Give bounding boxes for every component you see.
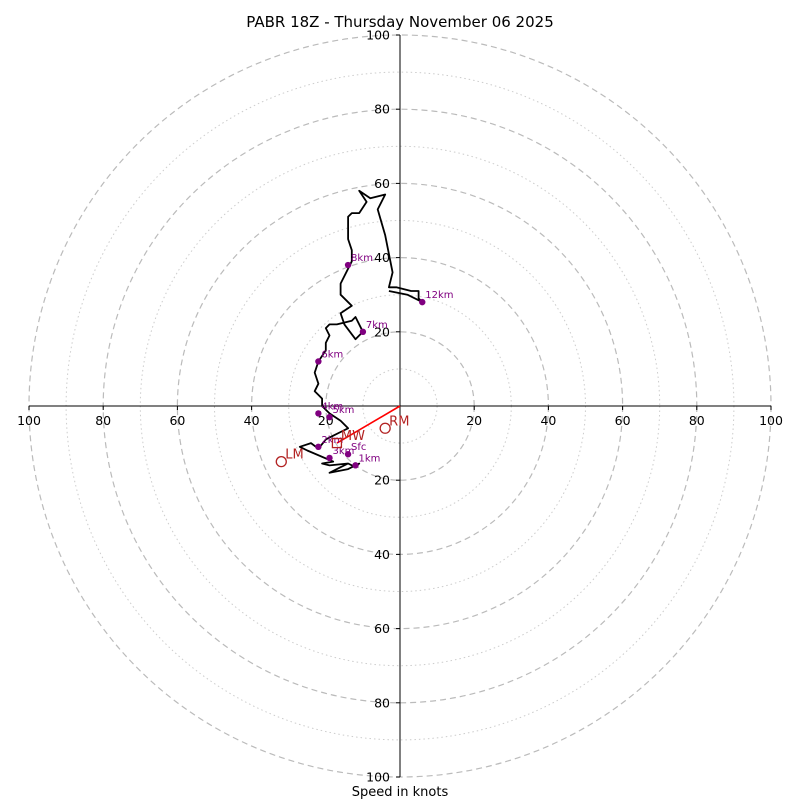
height-marker-label: 7km	[366, 320, 388, 331]
height-marker-label: 6km	[321, 349, 343, 360]
storm-motion-marker	[379, 422, 391, 434]
mean-wind-marker	[331, 437, 343, 449]
height-marker-label: 4km	[321, 401, 343, 412]
x-tick-label: 100	[17, 413, 41, 428]
height-marker-dot	[326, 413, 333, 421]
chart-title: PABR 18Z - Thursday November 06 2025	[246, 13, 554, 31]
height-marker-dot	[419, 298, 426, 306]
y-tick-label: 40	[374, 547, 390, 562]
y-tick-label: 60	[374, 621, 390, 636]
tick-labels: 100 80 60 40 20 20 40 60 80 100100806040202040608…	[17, 28, 783, 785]
height-marker-label: 8km	[351, 253, 373, 264]
height-marker-label: 5km	[333, 405, 355, 416]
height-marker-label: Sfc	[351, 442, 366, 453]
y-tick-label: 80	[374, 695, 390, 710]
height-marker-dot	[359, 328, 367, 335]
storm-motion-marker	[275, 455, 287, 468]
height-marker-label: 12km	[425, 290, 453, 301]
y-tick-label: 20	[374, 473, 390, 488]
height-marker-dot	[315, 443, 322, 451]
shear-vector-line	[336, 405, 401, 444]
height-marker-label: 3km	[333, 446, 355, 457]
x-tick-label: 40	[540, 413, 556, 428]
y-tick-label: 60	[374, 176, 390, 191]
x-tick-label: 80	[689, 413, 705, 428]
y-tick-label: 40	[374, 250, 390, 265]
height-marker-dot	[315, 410, 322, 417]
x-tick-label: 60	[169, 413, 185, 428]
height-marker-dot	[326, 454, 333, 462]
height-marker-dot	[344, 451, 352, 458]
y-tick-label: 20	[374, 324, 390, 339]
height-marker-dot	[352, 462, 359, 469]
storm-motion-label: MW	[341, 429, 365, 444]
x-tick-label: 40	[244, 413, 260, 428]
height-marker-dot	[344, 261, 352, 269]
wind-trace	[298, 189, 424, 474]
y-tick-label: 80	[374, 102, 390, 117]
shear-vector	[336, 405, 401, 444]
x-tick-label: 100	[759, 413, 783, 428]
storm-motion-label: LM	[285, 448, 303, 463]
x-tick-label: 20	[466, 413, 482, 428]
y-tick-label: 100	[366, 28, 390, 43]
storm-motion-markers: RM LM MW	[275, 414, 409, 468]
y-tick-label: 100	[366, 770, 390, 785]
height-marker-label: 1km	[358, 453, 380, 464]
wind-trace-line	[298, 189, 424, 474]
x-tick-label: 60	[615, 413, 631, 428]
height-marker-dot	[315, 358, 322, 365]
storm-motion-label: RM	[389, 414, 409, 429]
x-tick-label: 80	[95, 413, 111, 428]
x-axis-label: Speed in knots	[352, 785, 449, 800]
